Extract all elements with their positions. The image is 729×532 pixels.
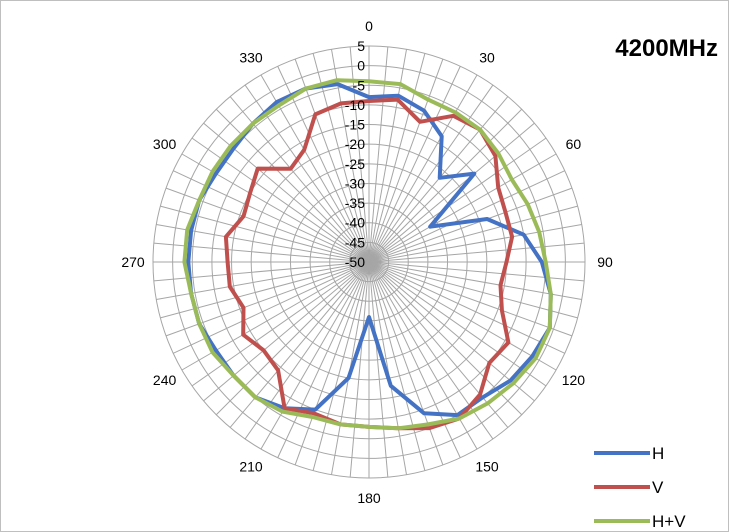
grid-spoke	[368, 261, 585, 282]
grid-spoke	[368, 108, 523, 263]
angle-tick-label: 60	[566, 136, 582, 152]
grid-spoke	[349, 261, 370, 478]
grid-spoke	[294, 58, 370, 263]
series-layer	[182, 78, 553, 431]
chart-title: 4200MHz	[615, 35, 718, 62]
legend-label: V	[652, 478, 664, 497]
legend-label: H+V	[652, 512, 686, 531]
grid-spoke	[368, 187, 573, 263]
grid-spoke	[368, 205, 578, 263]
grid-spoke	[368, 223, 582, 263]
grid-spoke	[260, 261, 370, 450]
grid-spoke	[368, 261, 565, 354]
radial-tick-label: -20	[345, 136, 365, 152]
angle-tick-label: 30	[479, 50, 495, 66]
angle-tick-label: 270	[121, 254, 145, 270]
grid-spoke	[368, 261, 582, 301]
radial-tick-label: -35	[345, 195, 365, 211]
radial-tick-label: -15	[345, 117, 365, 133]
radial-tick-label: -30	[345, 176, 365, 192]
series-line-h-v	[182, 78, 553, 431]
series-line-h	[186, 82, 553, 418]
grid-spoke	[368, 84, 494, 263]
angle-tick-label: 120	[562, 372, 586, 388]
angle-tick-label: 150	[475, 458, 499, 474]
grid-spoke	[368, 66, 461, 263]
grid-spoke	[368, 122, 535, 263]
radial-tick-label: -5	[353, 77, 366, 93]
grid-spoke	[277, 261, 370, 458]
grid-spoke	[244, 261, 370, 440]
angle-tick-label: 90	[597, 254, 613, 270]
grid-spoke	[368, 74, 478, 263]
radial-tick-label: 5	[357, 38, 365, 54]
radial-axis-labels: 5 0 -5 -10 -15 -20 -25 -30 -35 -40 -45 -50	[345, 38, 365, 270]
grid-spoke	[368, 261, 389, 478]
polar-grid	[152, 45, 586, 479]
grid-spoke	[368, 53, 426, 263]
grid-spoke	[215, 261, 370, 416]
radial-tick-label: 0	[357, 58, 365, 74]
grid-spoke	[368, 261, 408, 475]
legend: HV H+V	[594, 444, 686, 531]
radial-tick-label: -50	[345, 254, 365, 270]
grid-spoke	[368, 242, 585, 263]
angle-tick-label: 330	[239, 50, 263, 66]
grid-spoke	[203, 261, 370, 402]
grid-spoke	[368, 261, 426, 471]
radial-tick-label: -45	[345, 234, 365, 250]
grid-spoke	[368, 137, 547, 263]
radial-tick-label: -10	[345, 97, 365, 113]
grid-spoke	[368, 58, 444, 263]
grid-spoke	[229, 261, 370, 428]
grid-spoke	[368, 46, 389, 263]
grid-spoke	[294, 261, 370, 466]
grid-spoke	[173, 170, 370, 263]
legend-label: H	[652, 444, 664, 463]
grid-spoke	[368, 261, 444, 466]
grid-spoke	[368, 153, 557, 263]
grid-spoke	[173, 261, 370, 354]
grid-spoke	[368, 261, 578, 319]
grid-spoke	[368, 261, 535, 402]
angle-axis-labels: 0 30 60 90 120 150 180 210 240 270 300 330	[121, 18, 613, 506]
angle-tick-label: 210	[239, 458, 263, 474]
angle-tick-label: 0	[365, 18, 373, 34]
radial-tick-label: -25	[345, 156, 365, 172]
grid-spoke	[368, 261, 573, 337]
angle-tick-label: 180	[357, 490, 381, 506]
angle-tick-label: 240	[153, 372, 177, 388]
grid-spoke	[368, 261, 509, 428]
grid-spoke	[368, 170, 565, 263]
angle-tick-label: 300	[153, 136, 177, 152]
grid-spoke	[368, 261, 547, 387]
grid-spoke	[312, 261, 370, 471]
grid-spoke	[368, 261, 557, 371]
radial-tick-label: -40	[345, 215, 365, 231]
